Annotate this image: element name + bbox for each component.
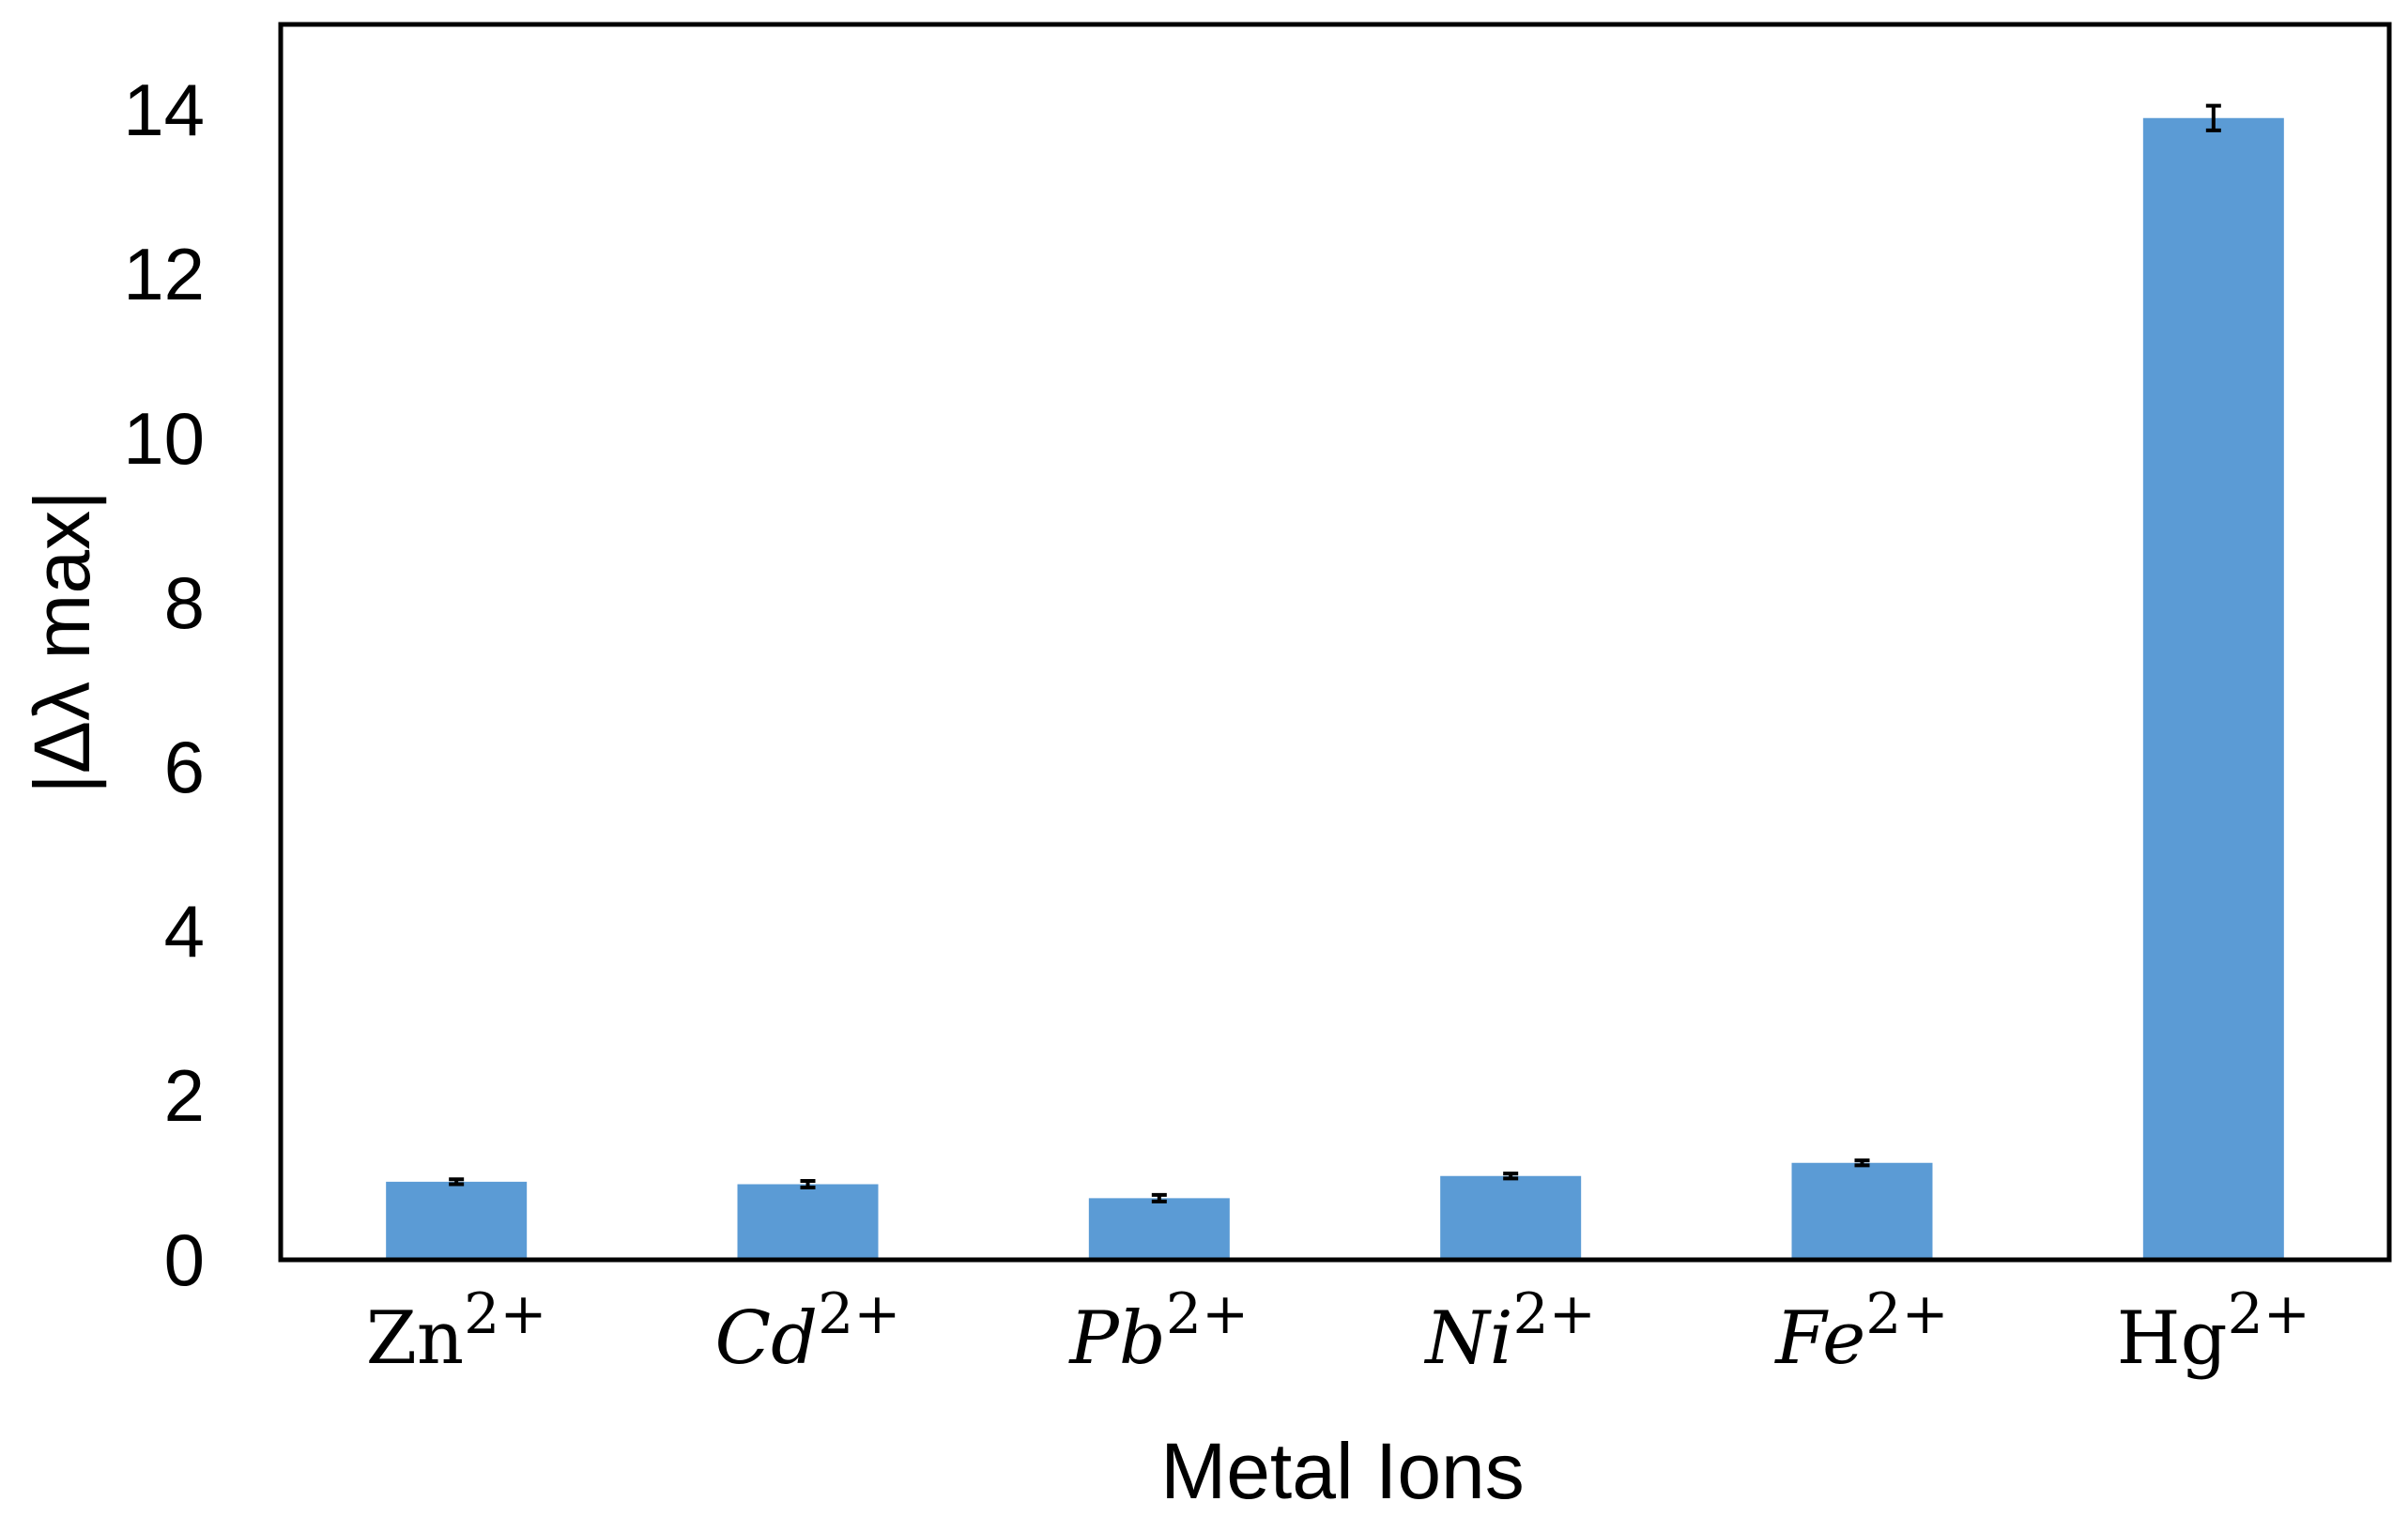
y-tick-label: 0 [164,1218,205,1301]
y-tick-label: 14 [123,69,205,151]
bar [1791,1162,1933,1260]
ion-symbol: Zn [366,1296,464,1381]
y-tick-label: 10 [123,397,205,480]
x-tick-label: Ni2+ [1423,1281,1596,1381]
error-bar [1503,1172,1519,1181]
error-bar [2205,103,2221,132]
error-bar [800,1179,816,1189]
x-tick-label: Hg2+ [2117,1281,2310,1381]
bar [2142,117,2284,1260]
x-axis-title: Metal Ions [1160,1427,1525,1515]
y-axis-title: |Δλ max| [18,490,106,794]
ion-charge: 2+ [1513,1281,1596,1347]
y-tick-label: 4 [164,890,205,973]
bars-layer [386,117,2284,1260]
ion-charge: 2+ [1865,1281,1948,1347]
ion-symbol: Cd [714,1296,818,1381]
ion-symbol: Pb [1067,1296,1165,1381]
ion-symbol: Hg [2117,1296,2228,1381]
ion-symbol: Fe [1773,1296,1865,1381]
y-tick-labels: 0 2 4 6 8 10 12 14 [123,69,205,1301]
y-tick-label: 12 [123,233,205,315]
error-bar [1854,1158,1870,1168]
ion-charge: 2+ [2228,1281,2310,1347]
ion-symbol: Ni [1423,1296,1512,1381]
error-bar [449,1177,465,1187]
x-tick-label: Cd2+ [714,1281,900,1381]
ion-charge: 2+ [1166,1281,1249,1347]
ion-charge: 2+ [818,1281,900,1347]
bar [737,1184,879,1260]
bar [1440,1175,1582,1260]
bar [1088,1198,1230,1260]
x-tick-label: Pb2+ [1067,1281,1249,1381]
plot-frame [278,22,2392,1263]
error-bar [1151,1192,1167,1203]
ion-charge: 2+ [464,1281,546,1347]
x-tick-label: Fe2+ [1773,1281,1948,1381]
y-tick-label: 8 [164,561,205,644]
x-tick-label: Zn2+ [366,1281,547,1381]
x-tick-labels: Zn2+ Cd2+ Pb2+ Ni2+ Fe2+ Hg2+ [366,1281,2310,1381]
y-tick-label: 6 [164,726,205,808]
error-bars-layer [449,103,2221,1203]
bar [386,1181,528,1260]
y-tick-label: 2 [164,1054,205,1137]
